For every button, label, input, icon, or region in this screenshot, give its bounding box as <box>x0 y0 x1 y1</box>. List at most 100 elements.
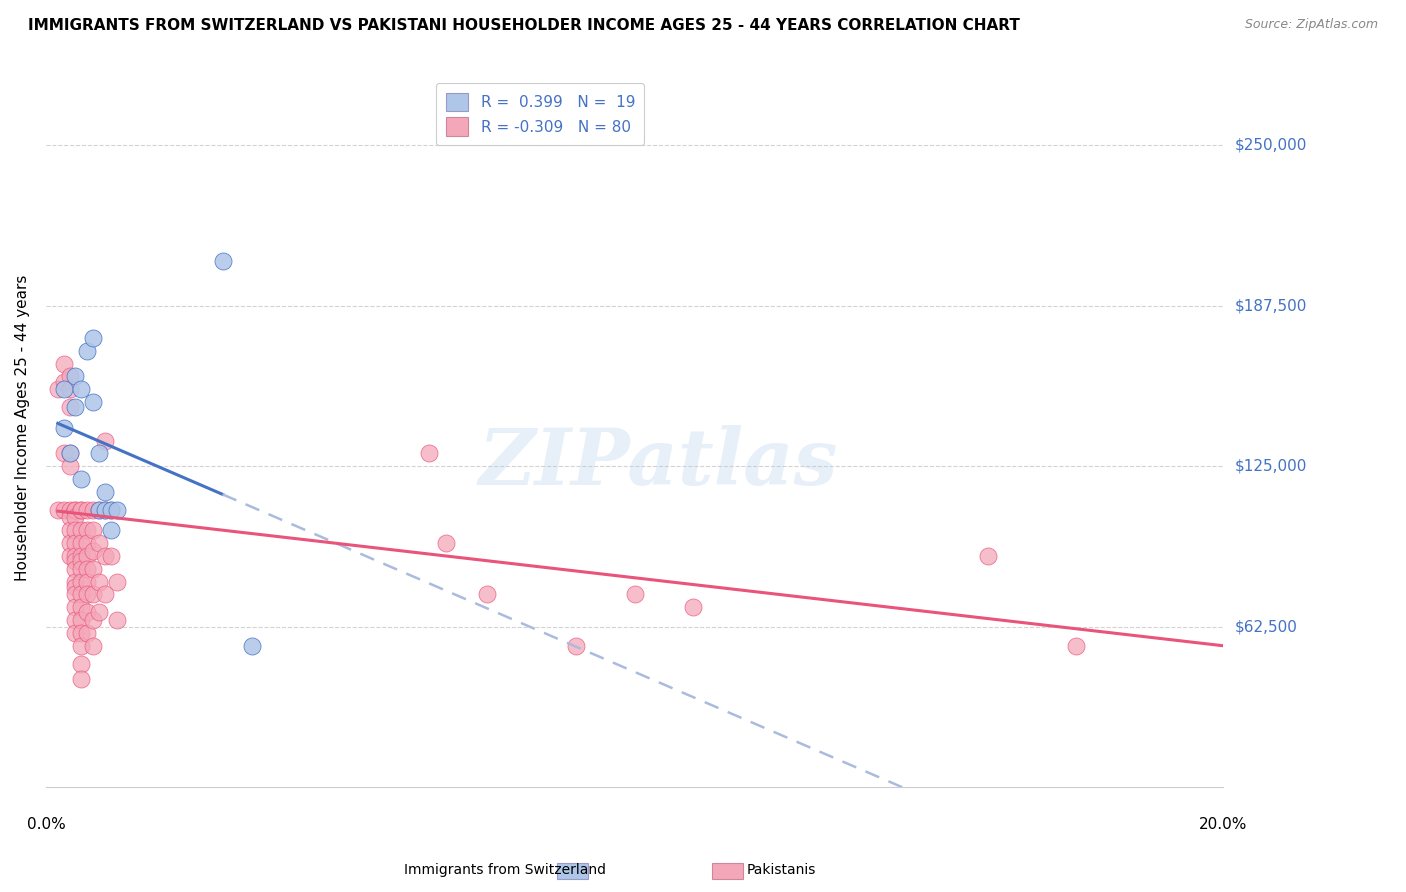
Point <box>82 395 104 409</box>
Point <box>70 472 93 486</box>
Point <box>70 502 93 516</box>
Point <box>82 562 104 576</box>
Legend: R =  0.399   N =  19, R = -0.309   N = 80: R = 0.399 N = 19, R = -0.309 N = 80 <box>436 83 644 145</box>
Point <box>52 357 75 371</box>
Point <box>58 400 80 414</box>
Point <box>52 375 75 389</box>
Point <box>70 600 93 615</box>
Point <box>65 613 87 627</box>
Text: IMMIGRANTS FROM SWITZERLAND VS PAKISTANI HOUSEHOLDER INCOME AGES 25 - 44 YEARS C: IMMIGRANTS FROM SWITZERLAND VS PAKISTANI… <box>28 18 1019 33</box>
Y-axis label: Householder Income Ages 25 - 44 years: Householder Income Ages 25 - 44 years <box>15 275 30 581</box>
Point <box>70 613 93 627</box>
Point <box>46 382 69 396</box>
Point <box>65 369 87 384</box>
Point <box>58 502 80 516</box>
Point <box>418 446 440 460</box>
Point <box>65 502 87 516</box>
Point <box>46 502 69 516</box>
Point <box>434 536 457 550</box>
Point <box>65 536 87 550</box>
Point <box>58 369 80 384</box>
Point <box>94 549 117 563</box>
Point <box>87 536 110 550</box>
Point <box>76 524 98 538</box>
Point <box>65 554 87 568</box>
Point <box>65 587 87 601</box>
Text: $187,500: $187,500 <box>1234 298 1306 313</box>
Point <box>623 587 645 601</box>
Text: Immigrants from Switzerland: Immigrants from Switzerland <box>405 863 606 877</box>
Point <box>100 549 122 563</box>
Point <box>58 382 80 396</box>
Point <box>70 657 93 671</box>
Point <box>82 331 104 345</box>
Point <box>82 502 104 516</box>
Point <box>58 446 80 460</box>
Point <box>70 626 93 640</box>
Point <box>82 544 104 558</box>
Point <box>82 587 104 601</box>
Point <box>70 536 93 550</box>
Point <box>87 574 110 589</box>
Point <box>70 574 93 589</box>
Point <box>94 587 117 601</box>
Point <box>58 536 80 550</box>
Point <box>70 587 93 601</box>
Point <box>105 613 128 627</box>
Point <box>65 400 87 414</box>
Point <box>977 549 1000 563</box>
Point <box>52 420 75 434</box>
Text: Pakistanis: Pakistanis <box>747 863 817 877</box>
Point <box>477 587 499 601</box>
Point <box>87 502 110 516</box>
Point <box>87 502 110 516</box>
Point <box>87 446 110 460</box>
Point <box>564 639 586 653</box>
Point <box>211 254 233 268</box>
Point <box>58 446 80 460</box>
Point <box>58 459 80 474</box>
Point <box>76 536 98 550</box>
Point <box>65 580 87 594</box>
Point <box>70 562 93 576</box>
Text: 0.0%: 0.0% <box>27 817 65 832</box>
Point <box>240 639 263 653</box>
Point <box>87 606 110 620</box>
Point <box>65 502 87 516</box>
Point <box>94 434 117 448</box>
Point <box>52 446 75 460</box>
Point <box>70 554 93 568</box>
Point <box>76 502 98 516</box>
Point <box>1064 639 1087 653</box>
Point <box>76 587 98 601</box>
Text: $250,000: $250,000 <box>1234 138 1306 153</box>
Point <box>76 562 98 576</box>
Point <box>94 502 117 516</box>
Text: ZIPatlas: ZIPatlas <box>478 425 838 502</box>
Text: Source: ZipAtlas.com: Source: ZipAtlas.com <box>1244 18 1378 31</box>
Point <box>76 549 98 563</box>
Point <box>100 524 122 538</box>
Point <box>65 549 87 563</box>
Point <box>76 343 98 358</box>
Point <box>65 574 87 589</box>
Point <box>65 524 87 538</box>
Point <box>58 549 80 563</box>
Point <box>100 502 122 516</box>
Point <box>94 484 117 499</box>
Point <box>82 613 104 627</box>
Point <box>70 502 93 516</box>
Point <box>70 639 93 653</box>
Point <box>70 672 93 686</box>
Point <box>70 524 93 538</box>
Point <box>682 600 704 615</box>
Point <box>105 574 128 589</box>
Text: 20.0%: 20.0% <box>1199 817 1247 832</box>
Point <box>105 502 128 516</box>
Point <box>52 382 75 396</box>
Point <box>82 524 104 538</box>
Point <box>52 502 75 516</box>
Point <box>100 502 122 516</box>
Point <box>58 524 80 538</box>
Point <box>76 574 98 589</box>
